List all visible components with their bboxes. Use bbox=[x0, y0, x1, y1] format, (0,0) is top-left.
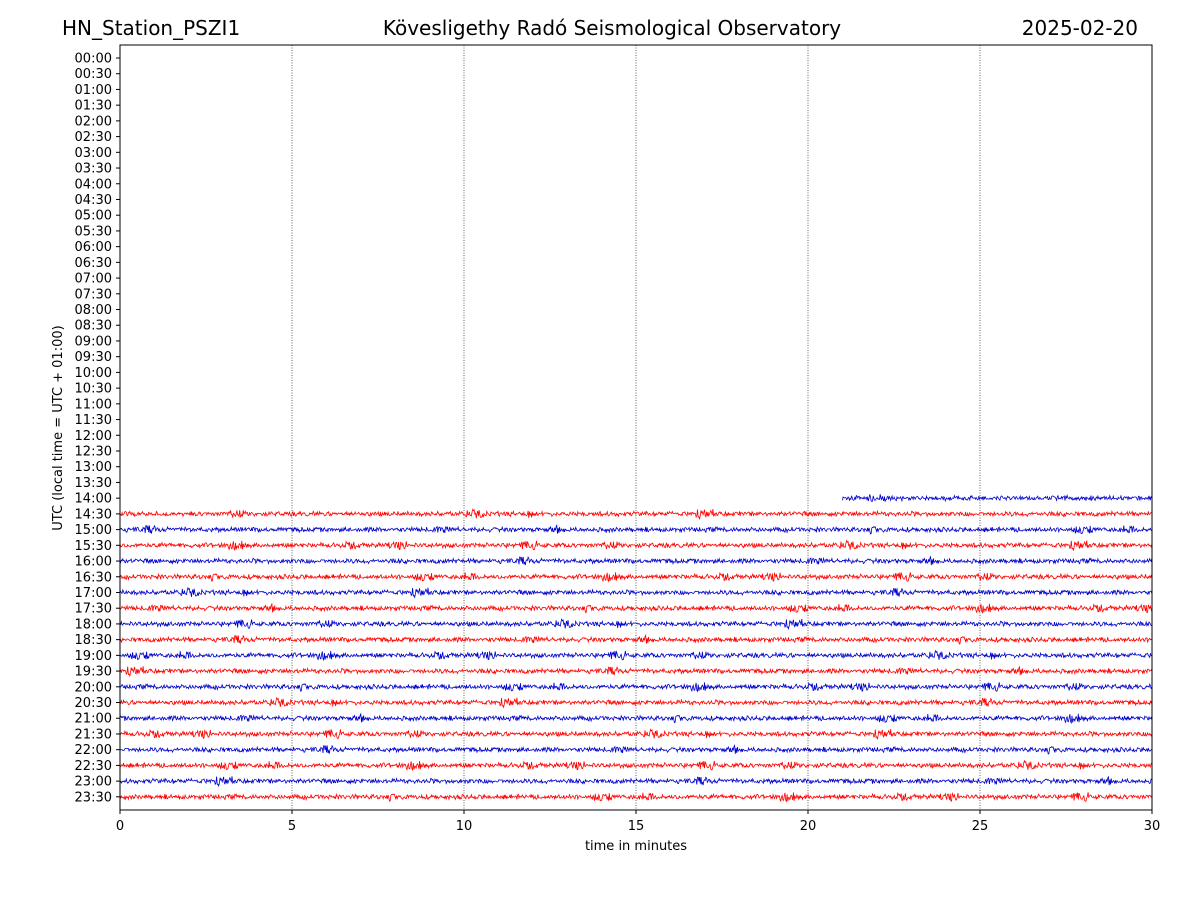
y-tick-label: 07:30 bbox=[75, 287, 112, 302]
y-tick-label: 04:00 bbox=[75, 177, 112, 192]
x-tick-label: 15 bbox=[628, 819, 645, 834]
y-tick-label: 02:00 bbox=[75, 114, 112, 129]
seismic-traces bbox=[119, 493, 1153, 803]
y-tick-label: 06:00 bbox=[75, 240, 112, 255]
y-tick-label: 22:00 bbox=[75, 743, 112, 758]
trace-1430 bbox=[119, 508, 1152, 521]
y-tick-label: 04:30 bbox=[75, 193, 112, 208]
y-tick-label: 03:30 bbox=[75, 162, 112, 177]
y-tick-label: 14:00 bbox=[75, 492, 112, 507]
trace-1400 bbox=[842, 493, 1153, 503]
trace-2030 bbox=[119, 696, 1153, 709]
y-tick-label: 12:00 bbox=[75, 429, 112, 444]
y-tick-label: 05:30 bbox=[75, 224, 112, 239]
y-tick-label: 09:00 bbox=[75, 334, 112, 349]
trace-1800 bbox=[119, 618, 1152, 631]
y-tick-label: 08:00 bbox=[75, 303, 112, 318]
y-tick-label: 16:00 bbox=[75, 555, 112, 570]
x-tick-label: 30 bbox=[1144, 819, 1161, 834]
trace-2300 bbox=[119, 775, 1152, 788]
y-tick-label: 03:00 bbox=[75, 146, 112, 161]
x-axis: 0 5 10 15 20 25 30 bbox=[116, 810, 1160, 834]
y-tick-label: 18:30 bbox=[75, 633, 112, 648]
y-tick-label: 16:30 bbox=[75, 570, 112, 585]
trace-1930 bbox=[120, 665, 1153, 678]
x-tick-label: 0 bbox=[116, 819, 124, 834]
x-tick-label: 5 bbox=[288, 819, 296, 834]
y-tick-label: 17:30 bbox=[75, 602, 112, 617]
y-tick-label: 00:30 bbox=[75, 67, 112, 82]
y-tick-label: 11:00 bbox=[75, 397, 112, 412]
trace-1830 bbox=[119, 633, 1153, 645]
y-tick-label: 19:00 bbox=[75, 649, 112, 664]
y-tick-label: 10:30 bbox=[75, 382, 112, 397]
y-tick-label: 05:00 bbox=[75, 209, 112, 224]
y-tick-label: 19:30 bbox=[75, 665, 112, 680]
y-tick-label: 00:00 bbox=[75, 52, 112, 67]
y-tick-label: 08:30 bbox=[75, 319, 112, 334]
trace-1700 bbox=[119, 586, 1153, 599]
trace-1900 bbox=[119, 649, 1153, 662]
y-tick-label: 21:00 bbox=[75, 712, 112, 727]
y-tick-label: 02:30 bbox=[75, 130, 112, 145]
y-tick-label: 15:30 bbox=[75, 539, 112, 554]
x-tick-label: 25 bbox=[972, 819, 989, 834]
y-tick-label: 23:30 bbox=[75, 790, 112, 805]
y-tick-label: 23:00 bbox=[75, 775, 112, 790]
y-tick-label: 20:00 bbox=[75, 680, 112, 695]
y-tick-label: 13:30 bbox=[75, 476, 112, 491]
date-label: 2025-02-20 bbox=[1021, 16, 1138, 40]
y-tick-label: 21:30 bbox=[75, 727, 112, 742]
y-tick-label: 22:30 bbox=[75, 759, 112, 774]
y-tick-label: 10:00 bbox=[75, 366, 112, 381]
trace-2200 bbox=[119, 744, 1152, 755]
trace-2130 bbox=[119, 728, 1153, 741]
trace-2100 bbox=[119, 712, 1153, 725]
observatory-title: Kövesligethy Radó Seismological Observat… bbox=[382, 16, 842, 40]
y-tick-label: 20:30 bbox=[75, 696, 112, 711]
trace-2330 bbox=[119, 791, 1153, 803]
y-tick-label: 01:00 bbox=[75, 83, 112, 98]
trace-1600 bbox=[119, 555, 1153, 566]
trace-1630 bbox=[119, 571, 1153, 583]
trace-1730 bbox=[119, 602, 1153, 614]
y-axis: 00:0000:3001:0001:3002:0002:3003:0003:30… bbox=[75, 52, 120, 805]
y-tick-label: 06:30 bbox=[75, 256, 112, 271]
y-tick-label: 18:00 bbox=[75, 617, 112, 632]
trace-1530 bbox=[119, 539, 1153, 552]
y-tick-label: 07:00 bbox=[75, 272, 112, 287]
y-tick-label: 13:00 bbox=[75, 460, 112, 475]
y-tick-label: 11:30 bbox=[75, 413, 112, 428]
y-tick-label: 12:30 bbox=[75, 445, 112, 460]
trace-2230 bbox=[120, 759, 1153, 772]
trace-1500 bbox=[119, 523, 1153, 535]
grid-lines bbox=[291, 45, 981, 810]
trace-2000 bbox=[119, 682, 1153, 693]
x-tick-label: 10 bbox=[456, 819, 473, 834]
y-tick-label: 17:00 bbox=[75, 586, 112, 601]
y-axis-label: UTC (local time = UTC + 01:00) bbox=[51, 325, 66, 530]
x-axis-label: time in minutes bbox=[585, 839, 687, 854]
y-tick-label: 15:00 bbox=[75, 523, 112, 538]
y-tick-label: 14:30 bbox=[75, 507, 112, 522]
y-tick-label: 01:30 bbox=[75, 99, 112, 114]
x-tick-label: 20 bbox=[800, 819, 817, 834]
station-name: HN_Station_PSZI1 bbox=[62, 16, 241, 40]
y-tick-label: 09:30 bbox=[75, 350, 112, 365]
